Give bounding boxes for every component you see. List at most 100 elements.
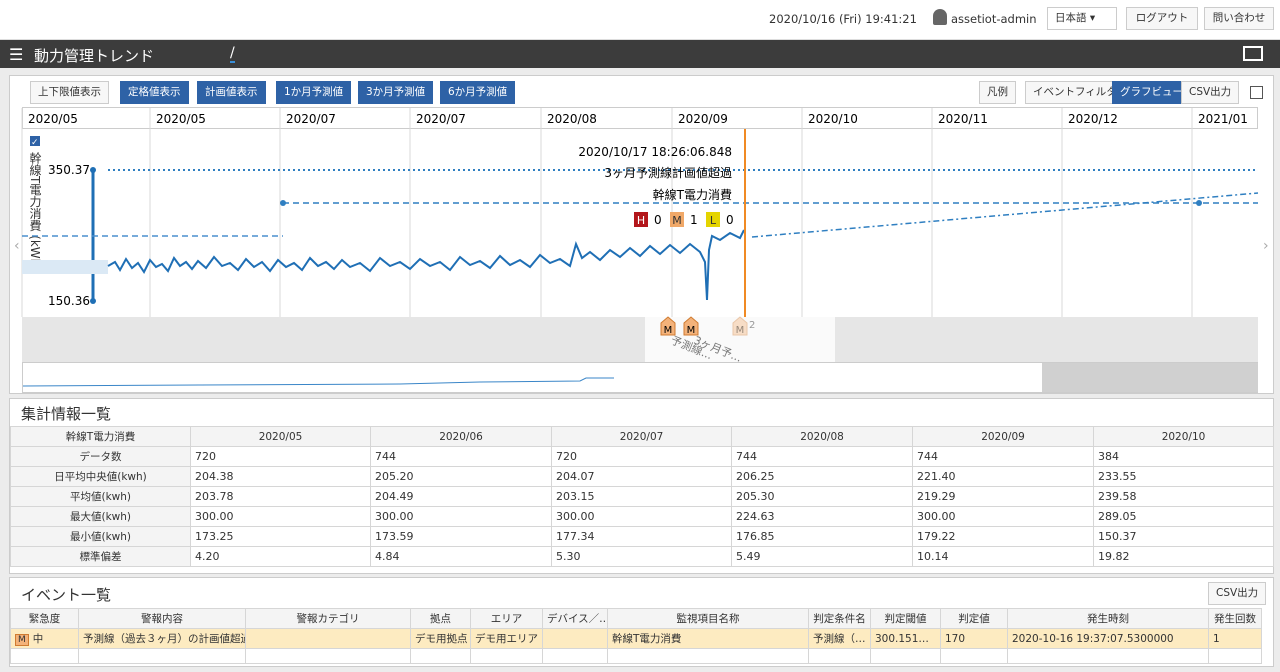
menu-icon[interactable]: ☰ xyxy=(9,45,24,64)
toolbar-button[interactable]: 定格値表示 xyxy=(120,81,189,104)
cell-text: 予測線（… xyxy=(813,633,866,645)
cell-text: 1 xyxy=(1213,632,1220,645)
stats-cell: 744 xyxy=(912,446,1094,467)
toolbar-button[interactable]: CSV出力 xyxy=(1181,81,1240,104)
tooltip-item: 幹線T電力消費 xyxy=(653,187,732,202)
stats-cell: 173.25 xyxy=(190,526,371,547)
plan-dot xyxy=(1196,200,1202,206)
stats-cell: 300.00 xyxy=(912,506,1094,527)
language: 日本語 xyxy=(1055,12,1087,24)
toolbar-button[interactable]: 3か月予測値 xyxy=(358,81,434,104)
event-cell: 2020-10-16 19:37:07.5300000 xyxy=(1007,628,1209,649)
overview-mask xyxy=(1042,363,1258,392)
stats-cell: 300.00 xyxy=(190,506,371,527)
stats-cell: 300.00 xyxy=(370,506,552,527)
plan-dot xyxy=(280,200,286,206)
cell-text: 300.151… xyxy=(875,632,929,645)
stats-cell: 300.00 xyxy=(551,506,732,527)
toolbar-button[interactable]: 上下限値表示 xyxy=(30,81,109,104)
row-label: 日平均中央値(kwh) xyxy=(10,466,191,487)
empty-cell xyxy=(808,648,871,664)
empty-cell xyxy=(470,648,543,664)
stats-cell: 744 xyxy=(731,446,913,467)
event-row[interactable]: M 中予測線（過去３ヶ月）の計画値超過 デモ用拠点 デモ用エリア 幹線T電力消費 予測線（… xyxy=(10,628,1262,649)
contact-button[interactable]: 問い合わせ xyxy=(1204,7,1274,30)
timeline-label: 2020/08 xyxy=(547,112,597,126)
event-cell: 1 xyxy=(1208,628,1262,649)
cell-text: デモ用エリア xyxy=(475,633,538,645)
timeline-label: 2021/01 xyxy=(1198,112,1248,126)
timeline-label: 2020/07 xyxy=(416,112,466,126)
forecast-line xyxy=(751,192,1259,238)
timeline-label: 2020/12 xyxy=(1068,112,1118,126)
events-title: イベント一覧 xyxy=(21,586,112,604)
csv-button[interactable]: CSV出力 xyxy=(1208,582,1267,605)
header-cell: 発生時刻 xyxy=(1007,608,1209,629)
stats-cell: 4.84 xyxy=(370,546,552,567)
header-cell: 2020/09 xyxy=(912,426,1094,447)
level-count: 0 xyxy=(654,213,662,227)
empty-cell xyxy=(78,648,246,664)
page-title: 動力管理トレンド xyxy=(34,47,155,65)
panel-checkbox[interactable] xyxy=(1250,86,1263,99)
stats-cell: 5.30 xyxy=(551,546,732,567)
toolbar-button[interactable]: 1か月予測値 xyxy=(276,81,352,104)
empty-cell xyxy=(245,648,411,664)
range-dot xyxy=(90,167,96,173)
stats-cell: 744 xyxy=(370,446,552,467)
cell-text: 中 xyxy=(32,633,44,645)
event-marker[interactable] xyxy=(683,316,699,336)
toolbar-button[interactable]: 凡例 xyxy=(979,81,1016,104)
breadcrumb[interactable]: / xyxy=(230,45,235,63)
empty-cell xyxy=(542,648,608,664)
toolbar-button[interactable]: 計画値表示 xyxy=(197,81,266,104)
stats-cell: 5.49 xyxy=(731,546,913,567)
event-window xyxy=(645,317,835,362)
user-name[interactable]: assetiot-admin xyxy=(951,12,1037,26)
timeline-label: 2020/09 xyxy=(678,112,728,126)
prev-arrow[interactable]: ‹ xyxy=(14,238,20,254)
timeline: 2020/05 2020/05 2020/07 2020/07 2020/08 2020/… xyxy=(21,108,1248,317)
event-cell: デモ用拠点 xyxy=(410,628,471,649)
stats-row: 日平均中央値(kwh) 204.38 205.20 204.07 206.25 221.4… xyxy=(10,466,1274,487)
layout-icon[interactable] xyxy=(1243,46,1263,61)
header-cell: 判定値 xyxy=(940,608,1008,629)
stats-cell: 177.34 xyxy=(551,526,732,547)
header-cell: 警報カテゴリ xyxy=(245,608,411,629)
overview-line xyxy=(22,377,614,387)
event-marker[interactable] xyxy=(660,316,676,336)
stats-cell: 204.49 xyxy=(370,486,552,507)
trend-line xyxy=(107,229,745,301)
header-cell: 2020/07 xyxy=(551,426,732,447)
language-select[interactable]: 日本語 ▾ xyxy=(1047,7,1117,30)
series-checkbox[interactable] xyxy=(30,136,40,146)
empty-cell xyxy=(10,648,79,664)
level-letter: M xyxy=(672,214,682,227)
logout-button[interactable]: ログアウト xyxy=(1126,7,1198,30)
stats-cell: 203.15 xyxy=(551,486,732,507)
next-arrow[interactable]: › xyxy=(1263,238,1269,254)
stats-cell: 179.22 xyxy=(912,526,1094,547)
stats-row: 最小値(kwh) 173.25 173.59 177.34 176.85 179.22 15… xyxy=(10,526,1274,547)
stats-row: 最大値(kwh) 300.00 300.00 300.00 224.63 300.00 28… xyxy=(10,506,1274,527)
empty-cell xyxy=(607,648,809,664)
empty-cell xyxy=(940,648,1008,664)
stats-cell: 720 xyxy=(190,446,371,467)
stats-cell: 205.20 xyxy=(370,466,552,487)
datetime: 2020/10/16 (Fri) 19:41:21 xyxy=(769,12,917,26)
header-cell: デバイス／… xyxy=(542,608,608,629)
header-bar: ☰ 動力管理トレンド / xyxy=(0,40,1280,68)
toolbar-button[interactable]: 6か月予測値 xyxy=(440,81,516,104)
empty-cell xyxy=(410,648,471,664)
stats-title: 集計情報一覧 xyxy=(21,405,112,423)
event-cell: 予測線（… xyxy=(808,628,871,649)
toolbar-button[interactable]: グラフビュー xyxy=(1112,81,1191,104)
header-cell: 2020/08 xyxy=(731,426,913,447)
header-cell: 幹線T電力消費 xyxy=(10,426,191,447)
event-marker[interactable] xyxy=(732,316,748,336)
level-badge xyxy=(670,212,684,227)
trend-chart: 2020/05 2020/05 2020/07 2020/07 2020/08 2020/… xyxy=(14,108,1269,387)
